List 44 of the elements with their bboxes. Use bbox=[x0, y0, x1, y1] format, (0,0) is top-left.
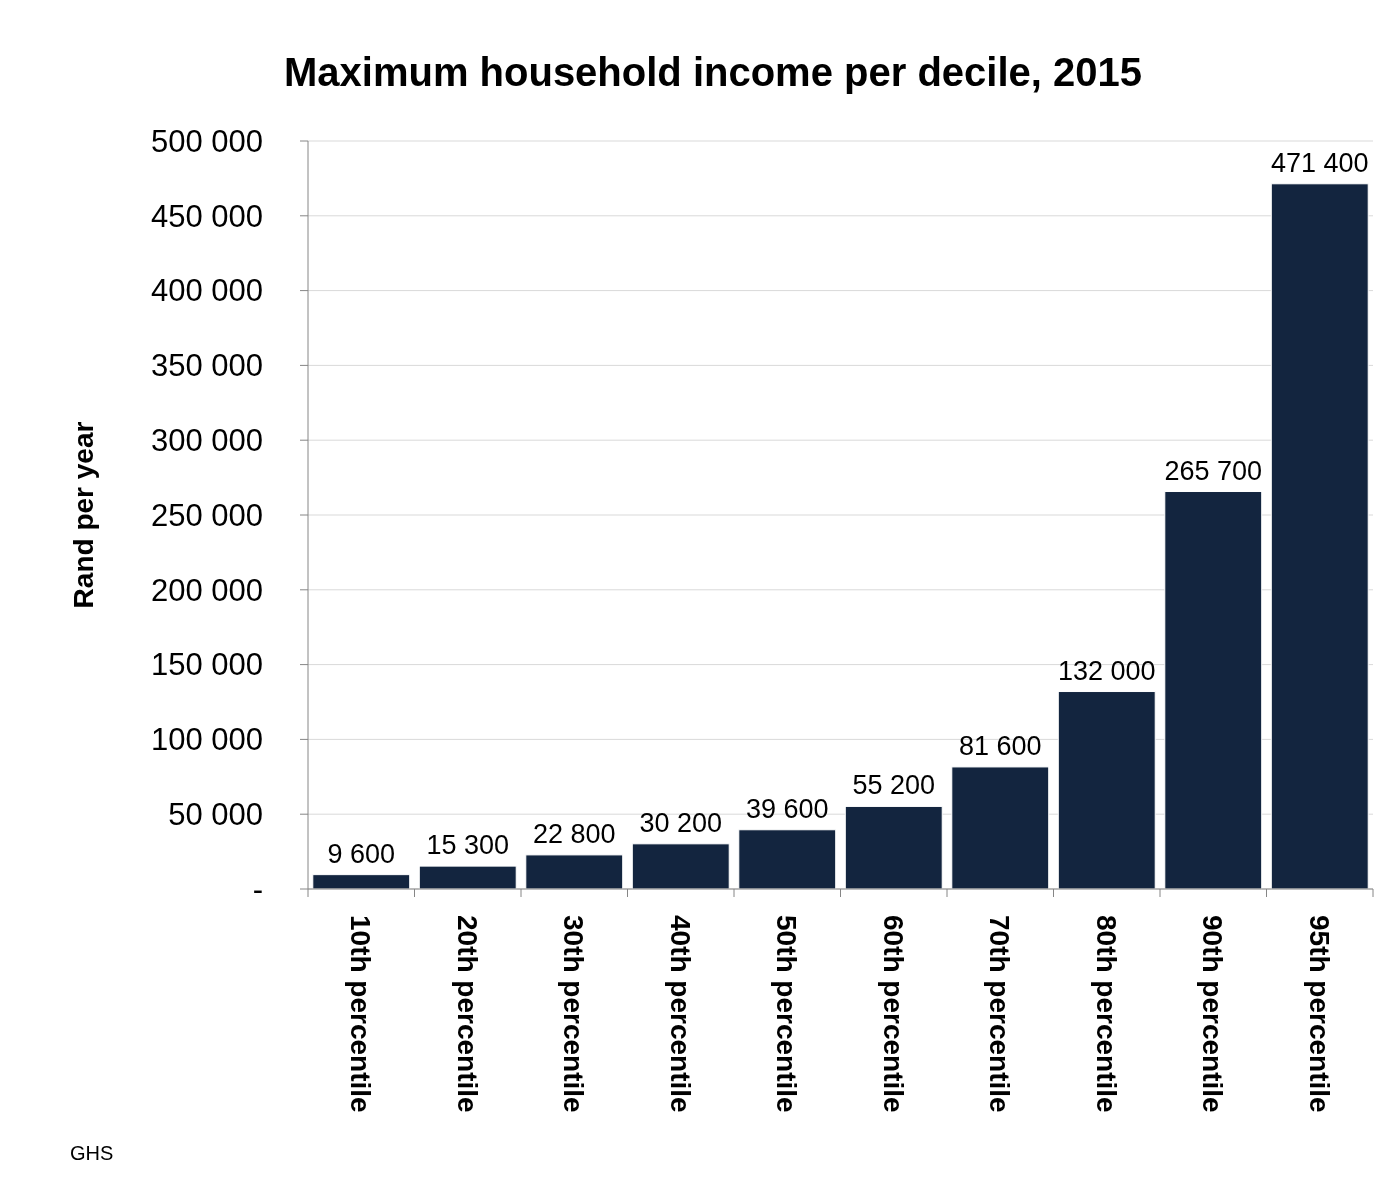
data-label: 132 000 bbox=[1057, 655, 1156, 686]
data-label: 30 200 bbox=[639, 807, 723, 838]
data-label: 22 800 bbox=[532, 818, 616, 849]
y-tick-label: 500 000 bbox=[150, 123, 263, 159]
x-tick-label: 40th percentile bbox=[664, 915, 696, 1113]
x-tick-label: 95th percentile bbox=[1303, 915, 1335, 1113]
bar bbox=[951, 766, 1050, 890]
bar bbox=[525, 854, 624, 890]
bar bbox=[738, 829, 837, 890]
data-label: 15 300 bbox=[426, 830, 510, 861]
bar bbox=[1164, 491, 1263, 890]
y-tick-label: 250 000 bbox=[150, 497, 263, 533]
y-tick-label: 350 000 bbox=[150, 348, 263, 384]
x-tick-label: 90th percentile bbox=[1197, 915, 1229, 1113]
y-tick-label: 300 000 bbox=[150, 423, 263, 459]
y-axis-title: Rand per year bbox=[68, 421, 99, 609]
y-tick-label: 150 000 bbox=[150, 647, 263, 683]
bar bbox=[312, 874, 411, 890]
bar bbox=[631, 843, 730, 890]
text: GHS bbox=[70, 1142, 114, 1164]
data-label: 81 600 bbox=[958, 730, 1042, 761]
x-tick-label: 20th percentile bbox=[451, 915, 483, 1113]
data-label: 9 600 bbox=[327, 838, 396, 869]
data-label: 471 400 bbox=[1270, 147, 1369, 178]
bar bbox=[418, 865, 517, 890]
x-tick-label: 60th percentile bbox=[877, 915, 909, 1113]
bar bbox=[844, 805, 943, 890]
x-tick-label: 50th percentile bbox=[771, 915, 803, 1113]
data-label: 39 600 bbox=[745, 793, 829, 824]
bar bbox=[1057, 691, 1156, 890]
bar bbox=[1270, 183, 1369, 890]
y-tick-label: 400 000 bbox=[150, 273, 263, 309]
x-tick-label: 70th percentile bbox=[984, 915, 1016, 1113]
x-tick-label: 30th percentile bbox=[558, 915, 590, 1113]
y-tick-label: 200 000 bbox=[150, 572, 263, 608]
y-tick-label: - bbox=[252, 871, 263, 907]
data-label: 55 200 bbox=[852, 770, 936, 801]
data-label: 265 700 bbox=[1164, 455, 1263, 486]
y-tick-label: 50 000 bbox=[168, 797, 263, 833]
y-tick-label: 100 000 bbox=[150, 722, 263, 758]
x-tick-label: 80th percentile bbox=[1090, 915, 1122, 1113]
y-tick-label: 450 000 bbox=[150, 198, 263, 234]
x-tick-label: 10th percentile bbox=[345, 915, 377, 1113]
chart-title: Maximum household income per decile, 2015 bbox=[283, 50, 1143, 94]
